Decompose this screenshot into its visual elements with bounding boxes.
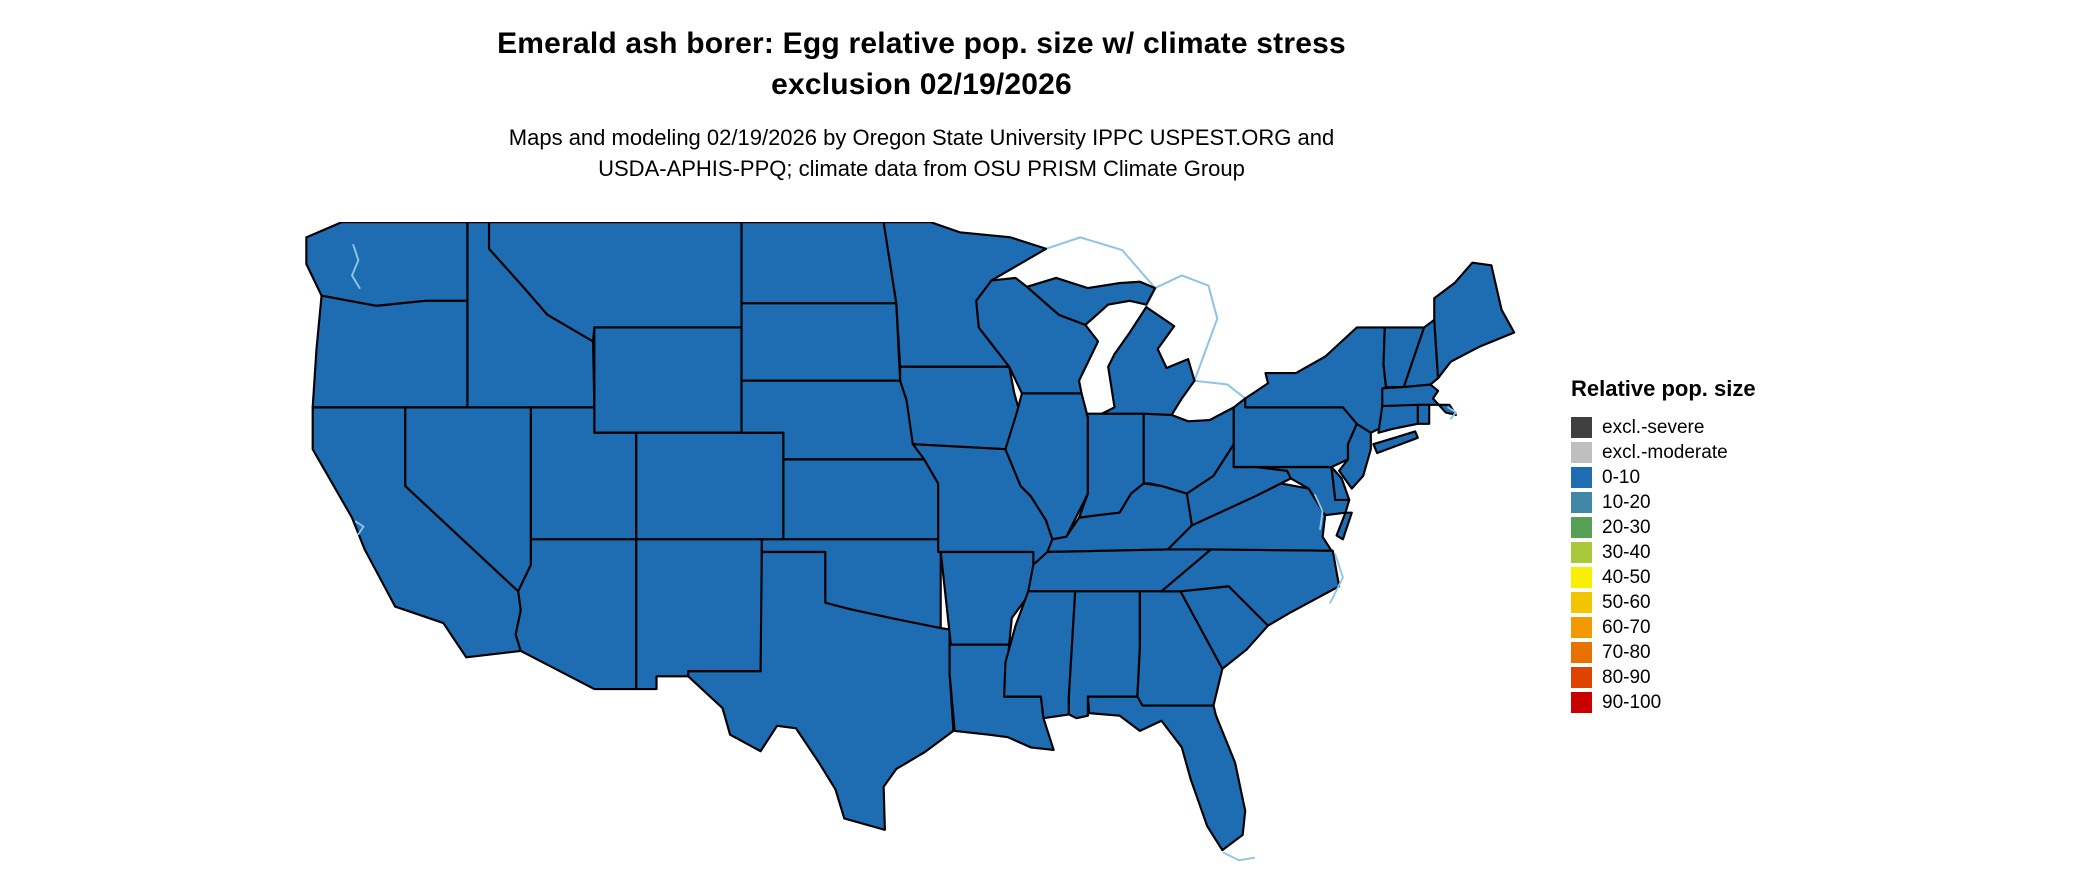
legend-label: 30-40 [1602,542,1651,563]
legend-label: 20-30 [1602,517,1651,538]
legend-swatch-20-30 [1571,517,1592,538]
legend-item: 50-60 [1571,590,1891,615]
cape-cod-water-line [1447,406,1458,420]
state-mi-lower [1100,306,1196,417]
legend-label: 0-10 [1602,467,1641,488]
legend-swatch-30-40 [1571,542,1592,563]
legend-swatch-0-10 [1571,467,1592,488]
legend-label: 10-20 [1602,492,1651,513]
legend-label: 60-70 [1602,617,1651,638]
chesapeake-water-line [1314,493,1324,531]
legend-swatch-80-90 [1571,667,1592,688]
state-nm [635,538,763,691]
figure-header: Emerald ash borer: Egg relative pop. siz… [0,24,1843,185]
legend-title: Relative pop. size [1571,376,1756,401]
legend-label: excl.-severe [1602,417,1705,438]
legend-item: 20-30 [1571,515,1891,540]
legend-item: 60-70 [1571,615,1891,640]
legend-swatch-excl-moderate [1571,442,1592,463]
legend-item: excl.-severe [1571,415,1891,440]
legend-item: 40-50 [1571,565,1891,590]
state-wy [593,326,743,434]
state-nh [1402,318,1440,389]
sf-bay-water-line [354,520,365,536]
legend-swatch-40-50 [1571,567,1592,588]
legend-swatch-70-80 [1571,642,1592,663]
outer-banks-water-line [1329,553,1344,604]
state-va-eastern-shore [1335,511,1353,541]
state-ny-long-island [1372,430,1419,455]
state-ct [1377,403,1419,434]
state-tx [687,550,955,831]
puget-sound-water-line [350,244,361,290]
map-subtitle-line2: USDA-APHIS-PPQ; climate data from OSU PR… [598,155,1245,181]
legend-swatch-10-20 [1571,492,1592,513]
legend-swatch-50-60 [1571,592,1592,613]
map-subtitle: Maps and modeling 02/19/2026 by Oregon S… [0,123,1843,185]
state-co [635,431,785,541]
state-fl [1086,695,1247,852]
state-wa [305,222,469,307]
state-ri [1416,403,1431,425]
state-de [1330,465,1351,502]
state-me [1433,261,1516,380]
legend-swatch-60-70 [1571,617,1592,638]
legend: Relative pop. size excl.-severe excl.-mo… [1571,376,1891,715]
state-ia [899,365,1023,451]
legend-label: 90-100 [1602,692,1662,713]
legend-label: 70-80 [1602,642,1651,663]
legend-label: 40-50 [1602,567,1651,588]
us-map [305,222,1516,862]
legend-label: 50-60 [1602,592,1651,613]
state-sd [740,302,902,382]
legend-item: 70-80 [1571,640,1891,665]
map-title-line1: Emerald ash borer: Egg relative pop. siz… [497,27,1346,60]
great-lakes [990,236,1333,423]
legend-label: 80-90 [1602,667,1651,688]
state-nd [740,222,898,305]
coastal-water-lines [350,244,1458,862]
state-mi-upper [1025,276,1157,326]
legend-swatch-90-100 [1571,692,1592,713]
legend-item: 30-40 [1571,540,1891,565]
state-ks [782,458,940,541]
legend-label: excl.-moderate [1602,442,1728,463]
map-title: Emerald ash borer: Egg relative pop. siz… [0,24,1843,105]
state-pa [1232,397,1358,469]
legend-item: 0-10 [1571,465,1891,490]
legend-item: 90-100 [1571,690,1891,715]
state-or [311,294,469,409]
legend-swatch-excl-severe [1571,417,1592,438]
florida-keys-water-line [1222,851,1256,862]
map-subtitle-line1: Maps and modeling 02/19/2026 by Oregon S… [508,125,1335,150]
state-az [514,538,638,691]
legend-item: excl.-moderate [1571,440,1891,465]
states-group [305,222,1516,852]
legend-item: 80-90 [1571,665,1891,690]
legend-item: 10-20 [1571,490,1891,515]
map-title-line2: exclusion 02/19/2026 [771,67,1072,101]
